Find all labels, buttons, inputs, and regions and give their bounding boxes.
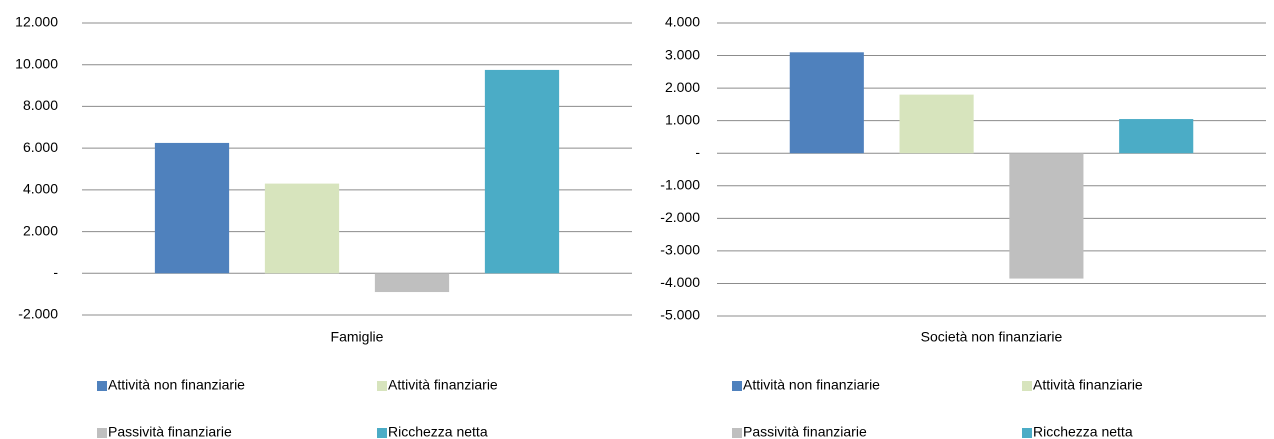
y-tick-label: 6.000 bbox=[23, 139, 58, 155]
legend-swatch bbox=[97, 381, 107, 391]
x-tick-label: Famiglie bbox=[331, 329, 384, 345]
x-tick-label: Società non finanziarie bbox=[921, 329, 1063, 345]
y-tick-label: -1.000 bbox=[660, 176, 700, 192]
y-tick-label: - bbox=[695, 144, 700, 160]
y-tick-label: 12.000 bbox=[15, 14, 58, 30]
legend-swatch bbox=[1022, 428, 1032, 438]
legend-swatch bbox=[1022, 381, 1032, 391]
bar bbox=[789, 52, 864, 154]
y-tick-label: 8.000 bbox=[23, 97, 58, 113]
legend-label: Passività finanziarie bbox=[743, 424, 867, 439]
bar bbox=[154, 142, 230, 274]
legend-label: Ricchezza netta bbox=[388, 424, 488, 439]
legend-swatch bbox=[732, 381, 742, 391]
y-tick-label: 3.000 bbox=[665, 46, 700, 62]
y-tick-label: 2.000 bbox=[23, 222, 58, 238]
bar bbox=[899, 94, 974, 154]
bar bbox=[374, 273, 450, 293]
bar bbox=[1119, 119, 1194, 154]
legend-label: Attività finanziarie bbox=[1033, 377, 1143, 393]
bar bbox=[484, 69, 560, 274]
y-tick-label: 10.000 bbox=[15, 55, 58, 71]
y-tick-label: -2.000 bbox=[660, 209, 700, 225]
y-tick-label: -2.000 bbox=[18, 306, 58, 322]
y-tick-label: 4.000 bbox=[665, 14, 700, 30]
bar bbox=[1009, 153, 1084, 279]
legend-label: Passività finanziarie bbox=[108, 424, 232, 439]
legend-label: Attività non finanziarie bbox=[743, 377, 880, 393]
y-tick-label: -5.000 bbox=[660, 307, 700, 323]
bar bbox=[264, 183, 340, 274]
legend-swatch bbox=[377, 428, 387, 438]
y-tick-label: 4.000 bbox=[23, 181, 58, 197]
legend-swatch bbox=[97, 428, 107, 438]
y-tick-label: 1.000 bbox=[665, 111, 700, 127]
y-tick-label: - bbox=[53, 264, 58, 280]
legend-label: Ricchezza netta bbox=[1033, 424, 1133, 439]
y-tick-label: 2.000 bbox=[665, 79, 700, 95]
legend-swatch bbox=[732, 428, 742, 438]
y-tick-label: -4.000 bbox=[660, 274, 700, 290]
legend-label: Attività non finanziarie bbox=[108, 377, 245, 393]
y-tick-label: -3.000 bbox=[660, 242, 700, 258]
legend-label: Attività finanziarie bbox=[388, 377, 498, 393]
legend-swatch bbox=[377, 381, 387, 391]
